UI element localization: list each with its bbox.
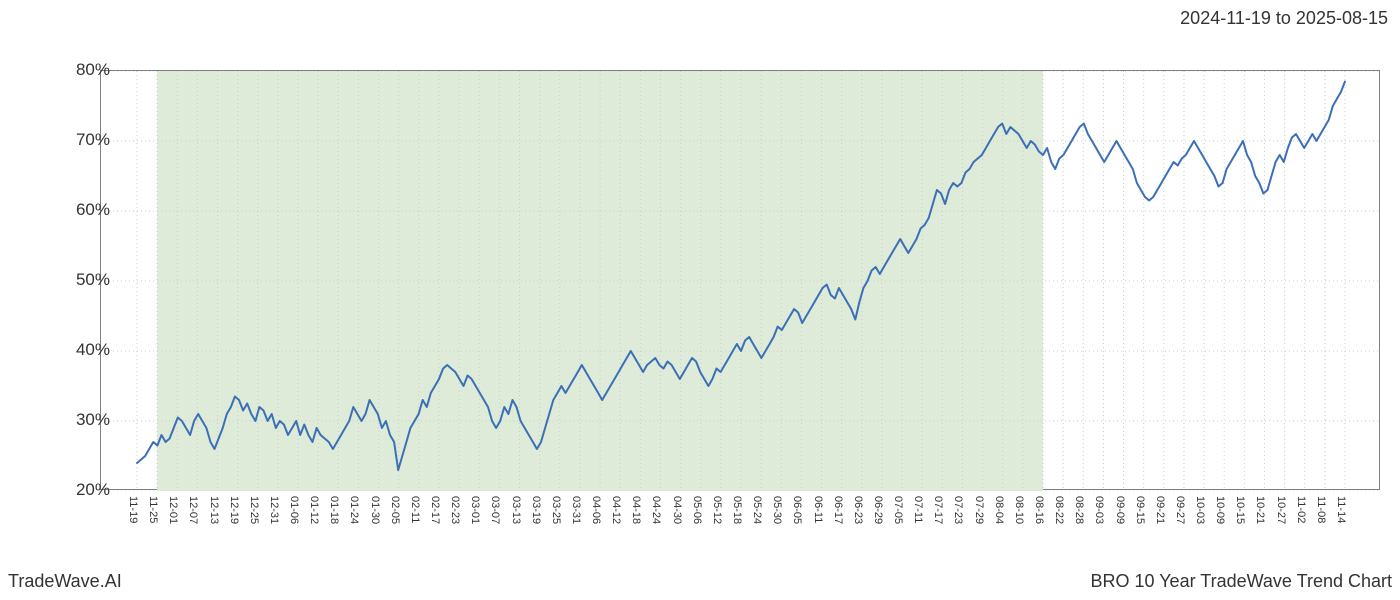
- x-tick-label: 11-14: [1335, 496, 1347, 523]
- x-tick-label: 01-24: [348, 496, 360, 524]
- x-tick-label: 06-23: [852, 496, 864, 524]
- x-tick-label: 07-29: [973, 496, 985, 524]
- x-tick-label: 09-21: [1154, 496, 1166, 524]
- x-tick-label: 03-19: [530, 496, 542, 524]
- x-tick-label: 05-06: [691, 496, 703, 524]
- y-tick-label: 60%: [76, 200, 110, 220]
- x-tick-label: 08-16: [1033, 496, 1045, 524]
- x-tick-label: 04-12: [610, 496, 622, 524]
- x-tick-label: 02-05: [389, 496, 401, 524]
- x-tick-label: 12-07: [187, 496, 199, 524]
- y-tick-label: 50%: [76, 270, 110, 290]
- x-tick-label: 11-08: [1315, 496, 1327, 523]
- x-tick-label: 12-13: [208, 496, 220, 524]
- y-tick-label: 80%: [76, 60, 110, 80]
- x-tick-label: 10-21: [1254, 496, 1266, 524]
- x-tick-label: 07-17: [932, 496, 944, 524]
- x-tick-label: 04-18: [630, 496, 642, 524]
- x-tick-label: 12-25: [248, 496, 260, 524]
- x-tick-label: 02-17: [429, 496, 441, 524]
- x-tick-label: 03-01: [469, 496, 481, 524]
- x-tick-label: 11-19: [127, 496, 139, 523]
- x-tick-label: 08-28: [1073, 496, 1085, 524]
- x-tick-label: 01-12: [308, 496, 320, 524]
- x-tick-label: 06-29: [872, 496, 884, 524]
- x-tick-label: 10-09: [1214, 496, 1226, 524]
- x-tick-label: 09-03: [1093, 496, 1105, 524]
- x-tick-label: 08-04: [993, 496, 1005, 524]
- x-tick-label: 06-05: [791, 496, 803, 524]
- x-tick-label: 05-30: [771, 496, 783, 524]
- x-tick-label: 05-18: [731, 496, 743, 524]
- x-tick-label: 01-30: [369, 496, 381, 524]
- x-tick-label: 01-18: [328, 496, 340, 524]
- x-tick-label: 05-12: [711, 496, 723, 524]
- x-tick-label: 04-24: [650, 496, 662, 524]
- x-tick-label: 05-24: [751, 496, 763, 524]
- y-tick-label: 70%: [76, 130, 110, 150]
- x-tick-label: 02-11: [409, 496, 421, 523]
- x-tick-label: 06-17: [832, 496, 844, 524]
- x-tick-label: 09-27: [1174, 496, 1186, 524]
- brand-label: TradeWave.AI: [8, 571, 122, 592]
- x-tick-label: 04-30: [671, 496, 683, 524]
- x-tick-label: 02-23: [449, 496, 461, 524]
- chart-svg: [101, 71, 1381, 491]
- x-tick-label: 10-15: [1234, 496, 1246, 524]
- y-tick-label: 30%: [76, 410, 110, 430]
- x-tick-label: 01-06: [288, 496, 300, 524]
- x-tick-label: 10-27: [1275, 496, 1287, 524]
- x-tick-label: 11-25: [147, 496, 159, 523]
- date-range-label: 2024-11-19 to 2025-08-15: [1180, 8, 1388, 29]
- x-tick-label: 03-25: [550, 496, 562, 524]
- x-tick-label: 04-06: [590, 496, 602, 524]
- x-tick-label: 03-13: [510, 496, 522, 524]
- x-tick-label: 08-10: [1013, 496, 1025, 524]
- x-tick-label: 12-31: [268, 496, 280, 524]
- x-tick-label: 12-19: [228, 496, 240, 524]
- x-tick-label: 09-09: [1114, 496, 1126, 524]
- y-tick-label: 40%: [76, 340, 110, 360]
- x-tick-label: 12-01: [167, 496, 179, 524]
- x-tick-label: 03-07: [489, 496, 501, 524]
- trend-chart: [100, 70, 1380, 490]
- x-tick-label: 09-15: [1134, 496, 1146, 524]
- x-tick-label: 03-31: [570, 496, 582, 524]
- x-tick-label: 07-23: [952, 496, 964, 524]
- x-tick-label: 07-05: [892, 496, 904, 524]
- y-tick-label: 20%: [76, 480, 110, 500]
- chart-title: BRO 10 Year TradeWave Trend Chart: [1091, 571, 1393, 592]
- x-tick-label: 10-03: [1194, 496, 1206, 524]
- x-tick-label: 08-22: [1053, 496, 1065, 524]
- x-tick-label: 06-11: [812, 496, 824, 523]
- x-tick-label: 11-02: [1295, 496, 1307, 523]
- x-tick-label: 07-11: [912, 496, 924, 523]
